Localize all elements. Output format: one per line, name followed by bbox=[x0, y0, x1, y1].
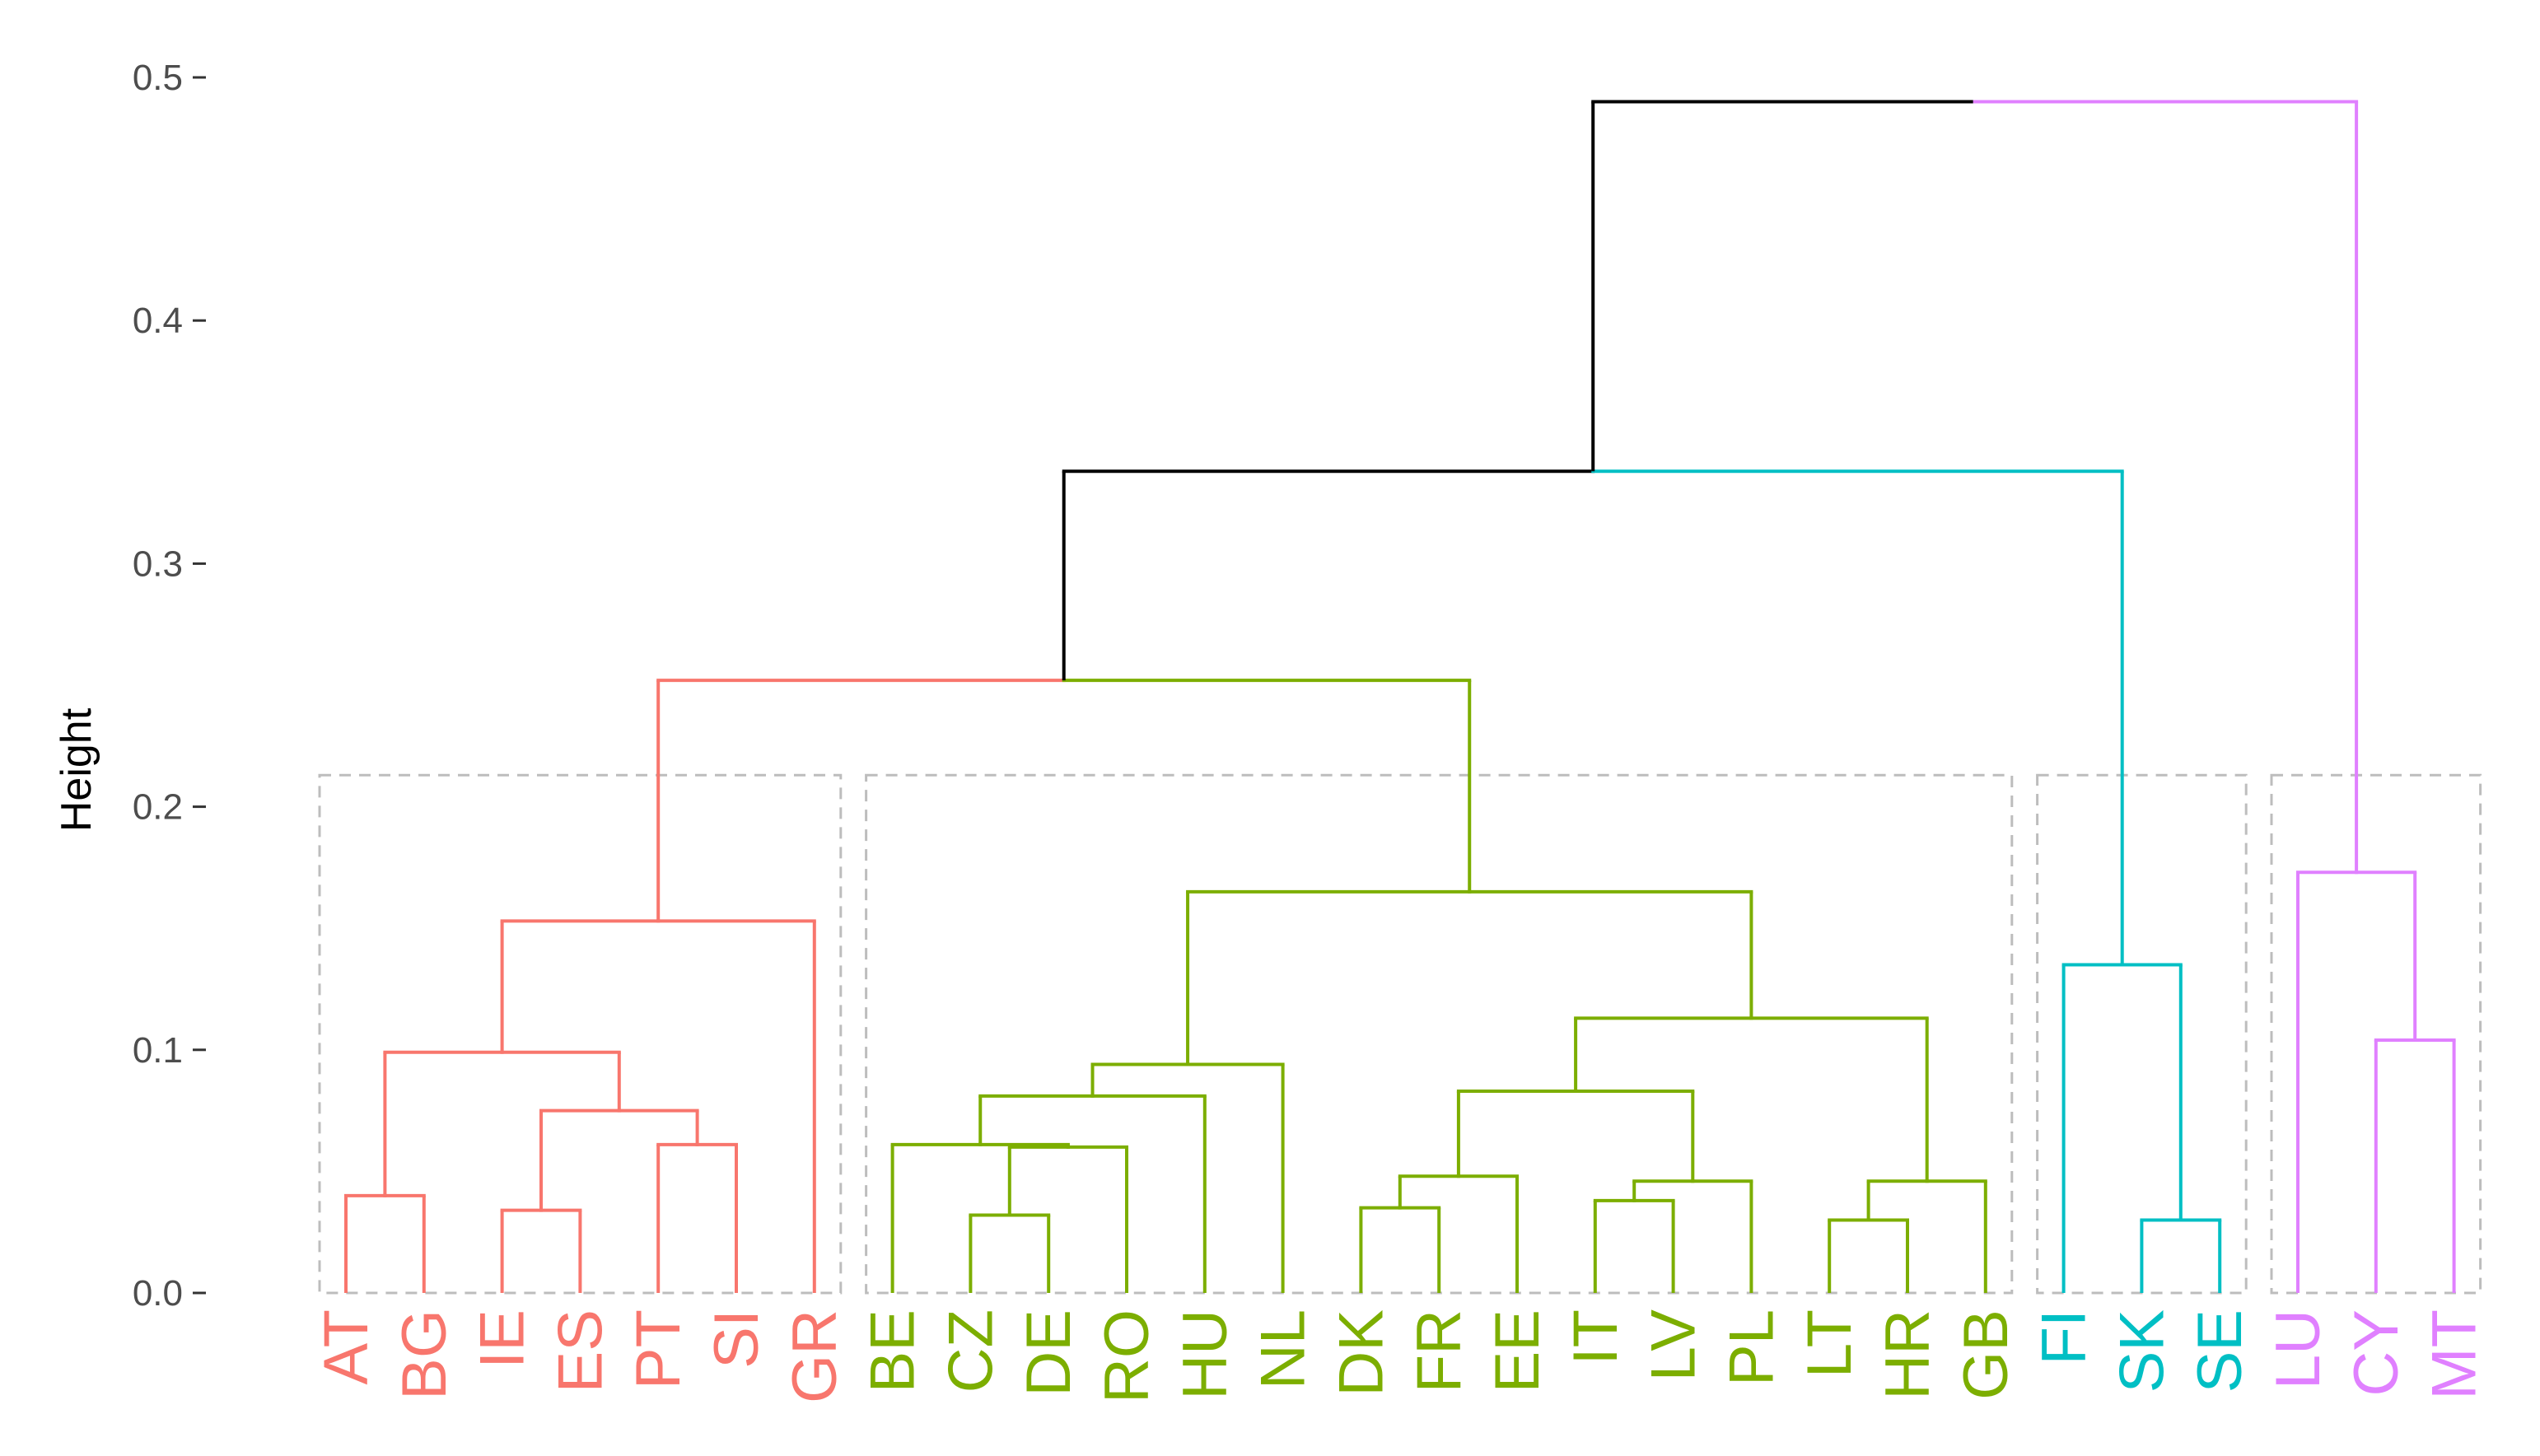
leaf-label-cy: CY bbox=[2342, 1309, 2412, 1397]
leaf-label-bg: BG bbox=[390, 1309, 460, 1400]
leaf-label-es: ES bbox=[545, 1309, 615, 1393]
y-axis-title: Height bbox=[53, 707, 100, 832]
y-tick-label: 0.3 bbox=[133, 544, 183, 584]
y-tick-label: 0.0 bbox=[133, 1273, 183, 1314]
cluster-boxes bbox=[318, 773, 2482, 1295]
y-tick-label: 0.1 bbox=[133, 1030, 183, 1071]
leaf-label-it: IT bbox=[1561, 1309, 1631, 1365]
leaf-label-gb: GB bbox=[1951, 1309, 2021, 1400]
y-tick-label: 0.4 bbox=[133, 301, 183, 341]
leaf-label-hr: HR bbox=[1873, 1309, 1943, 1400]
leaf-label-ro: RO bbox=[1092, 1309, 1162, 1403]
leaf-labels: AT BG IE ES PT SI GR BE CZ DE RO HU NL DK FR EE IT LV PL LT… bbox=[311, 1309, 2490, 1403]
leaf-label-lv: LV bbox=[1639, 1309, 1709, 1382]
leaf-label-gr: GR bbox=[780, 1309, 850, 1403]
cluster-box bbox=[318, 773, 843, 1295]
leaf-label-se: SE bbox=[2185, 1309, 2255, 1393]
leaf-label-at: AT bbox=[311, 1309, 381, 1384]
leaf-label-si: SI bbox=[702, 1309, 772, 1369]
leaf-label-ee: EE bbox=[1482, 1309, 1552, 1393]
cluster-box bbox=[2036, 773, 2248, 1295]
y-axis: 0.0 0.1 0.2 0.3 0.4 0.5 bbox=[133, 58, 206, 1314]
y-tick-label: 0.5 bbox=[133, 58, 183, 98]
leaf-label-fi: FI bbox=[2029, 1309, 2099, 1365]
leaf-label-de: DE bbox=[1014, 1309, 1084, 1397]
leaf-label-fr: FR bbox=[1404, 1309, 1474, 1393]
leaf-label-hu: HU bbox=[1170, 1309, 1240, 1400]
leaf-label-be: BE bbox=[858, 1309, 928, 1393]
leaf-label-pl: PL bbox=[1716, 1309, 1786, 1386]
leaf-label-lu: LU bbox=[2263, 1309, 2333, 1389]
y-tick-label: 0.2 bbox=[133, 787, 183, 828]
leaf-label-cz: CZ bbox=[936, 1309, 1006, 1393]
leaf-label-mt: MT bbox=[2420, 1309, 2490, 1400]
leaf-label-lt: LT bbox=[1795, 1309, 1865, 1378]
dendrogram-links bbox=[344, 100, 2456, 1293]
leaf-label-nl: NL bbox=[1249, 1309, 1319, 1389]
leaf-label-pt: PT bbox=[623, 1309, 693, 1389]
leaf-label-dk: DK bbox=[1326, 1309, 1396, 1397]
leaf-label-sk: SK bbox=[2107, 1309, 2177, 1393]
leaf-label-ie: IE bbox=[468, 1309, 538, 1369]
